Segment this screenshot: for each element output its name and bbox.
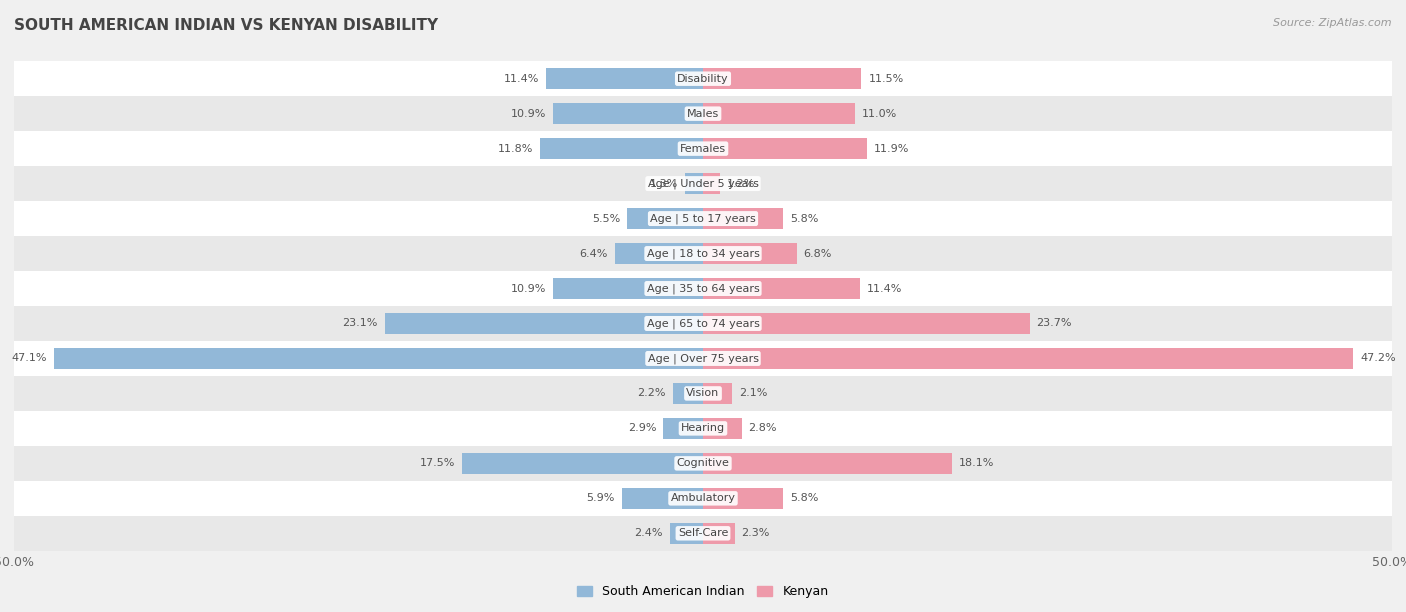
Text: Age | 18 to 34 years: Age | 18 to 34 years xyxy=(647,248,759,259)
Bar xyxy=(703,313,1029,334)
Bar xyxy=(703,208,783,229)
Bar xyxy=(703,523,735,544)
Bar xyxy=(703,68,862,89)
Text: 23.1%: 23.1% xyxy=(343,318,378,329)
Text: Ambulatory: Ambulatory xyxy=(671,493,735,503)
Bar xyxy=(703,488,783,509)
Text: 10.9%: 10.9% xyxy=(510,109,546,119)
Text: 17.5%: 17.5% xyxy=(419,458,456,468)
Bar xyxy=(14,271,1392,306)
Text: 5.8%: 5.8% xyxy=(790,493,818,503)
Text: 11.0%: 11.0% xyxy=(862,109,897,119)
Text: 11.4%: 11.4% xyxy=(868,283,903,294)
Text: 11.9%: 11.9% xyxy=(875,144,910,154)
Text: 11.5%: 11.5% xyxy=(869,73,904,84)
Bar xyxy=(461,453,703,474)
Text: Age | 5 to 17 years: Age | 5 to 17 years xyxy=(650,214,756,224)
Text: Cognitive: Cognitive xyxy=(676,458,730,468)
Text: 2.3%: 2.3% xyxy=(741,528,770,539)
Bar xyxy=(14,516,1392,551)
Text: Self-Care: Self-Care xyxy=(678,528,728,539)
Bar xyxy=(14,341,1392,376)
Text: Vision: Vision xyxy=(686,389,720,398)
Text: SOUTH AMERICAN INDIAN VS KENYAN DISABILITY: SOUTH AMERICAN INDIAN VS KENYAN DISABILI… xyxy=(14,18,439,34)
Bar xyxy=(669,523,703,544)
Text: Males: Males xyxy=(688,109,718,119)
Bar xyxy=(703,103,855,124)
Bar xyxy=(621,488,703,509)
Bar xyxy=(14,481,1392,516)
Text: Age | Over 75 years: Age | Over 75 years xyxy=(648,353,758,364)
Bar xyxy=(614,243,703,264)
Text: Females: Females xyxy=(681,144,725,154)
Text: Age | Under 5 years: Age | Under 5 years xyxy=(648,178,758,189)
Bar xyxy=(553,103,703,124)
Text: 1.3%: 1.3% xyxy=(650,179,678,188)
Text: Age | 65 to 74 years: Age | 65 to 74 years xyxy=(647,318,759,329)
Bar xyxy=(546,68,703,89)
Bar xyxy=(14,131,1392,166)
Bar xyxy=(664,418,703,439)
Bar xyxy=(627,208,703,229)
Bar xyxy=(703,383,733,404)
Legend: South American Indian, Kenyan: South American Indian, Kenyan xyxy=(572,580,834,603)
Text: 5.5%: 5.5% xyxy=(592,214,620,223)
Text: 11.8%: 11.8% xyxy=(498,144,533,154)
Bar xyxy=(14,376,1392,411)
Text: 2.1%: 2.1% xyxy=(738,389,768,398)
Text: 2.8%: 2.8% xyxy=(748,424,778,433)
Bar xyxy=(553,278,703,299)
Bar xyxy=(14,236,1392,271)
Bar xyxy=(14,166,1392,201)
Text: 2.9%: 2.9% xyxy=(627,424,657,433)
Bar xyxy=(703,243,797,264)
Text: 2.2%: 2.2% xyxy=(637,389,666,398)
Text: 6.8%: 6.8% xyxy=(804,248,832,258)
Bar xyxy=(14,61,1392,96)
Bar xyxy=(540,138,703,159)
Bar xyxy=(14,201,1392,236)
Text: 5.8%: 5.8% xyxy=(790,214,818,223)
Text: 2.4%: 2.4% xyxy=(634,528,664,539)
Bar xyxy=(53,348,703,369)
Text: 5.9%: 5.9% xyxy=(586,493,614,503)
Text: Age | 35 to 64 years: Age | 35 to 64 years xyxy=(647,283,759,294)
Bar xyxy=(703,173,720,194)
Text: 1.2%: 1.2% xyxy=(727,179,755,188)
Text: 47.2%: 47.2% xyxy=(1360,354,1396,364)
Bar xyxy=(703,138,868,159)
Text: 10.9%: 10.9% xyxy=(510,283,546,294)
Bar xyxy=(703,278,860,299)
Text: Source: ZipAtlas.com: Source: ZipAtlas.com xyxy=(1274,18,1392,28)
Bar xyxy=(685,173,703,194)
Bar xyxy=(703,453,952,474)
Bar xyxy=(14,96,1392,131)
Bar xyxy=(703,348,1354,369)
Bar xyxy=(14,446,1392,481)
Text: 23.7%: 23.7% xyxy=(1036,318,1071,329)
Text: 18.1%: 18.1% xyxy=(959,458,994,468)
Bar xyxy=(14,306,1392,341)
Bar xyxy=(385,313,703,334)
Text: 11.4%: 11.4% xyxy=(503,73,538,84)
Bar xyxy=(14,411,1392,446)
Bar xyxy=(672,383,703,404)
Text: Disability: Disability xyxy=(678,73,728,84)
Text: Hearing: Hearing xyxy=(681,424,725,433)
Text: 47.1%: 47.1% xyxy=(11,354,48,364)
Bar xyxy=(703,418,741,439)
Text: 6.4%: 6.4% xyxy=(579,248,607,258)
